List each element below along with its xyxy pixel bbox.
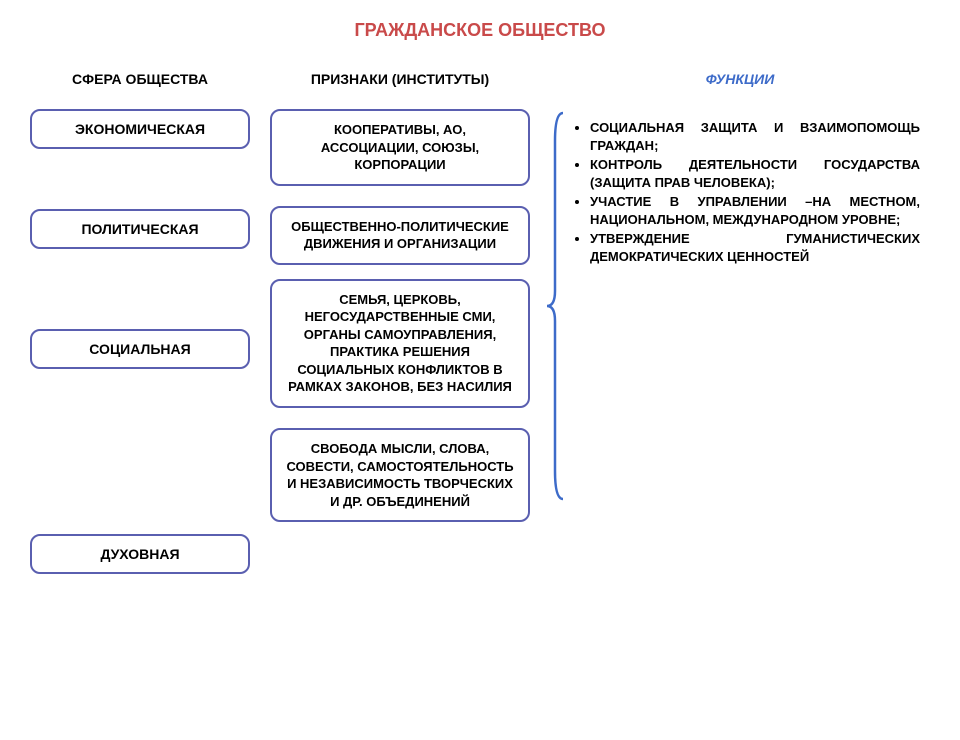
institutes-header: ПРИЗНАКИ (ИНСТИТУТЫ) <box>270 71 530 91</box>
column-spheres: СФЕРА ОБЩЕСТВА ЭКОНОМИЧЕСКАЯ ПОЛИТИЧЕСКА… <box>30 71 250 574</box>
function-item: УТВЕРЖДЕНИЕ ГУМАНИСТИЧЕСКИХ ДЕМОКРАТИЧЕС… <box>590 230 920 265</box>
function-item: УЧАСТИЕ В УПРАВЛЕНИИ –НА МЕСТНОМ, НАЦИОН… <box>590 193 920 228</box>
institute-political: ОБЩЕСТВЕННО-ПОЛИТИЧЕСКИЕ ДВИЖЕНИЯ И ОРГА… <box>270 206 530 265</box>
sphere-economic: ЭКОНОМИЧЕСКАЯ <box>30 109 250 149</box>
sphere-social: СОЦИАЛЬНАЯ <box>30 329 250 369</box>
main-title: ГРАЖДАНСКОЕ ОБЩЕСТВО <box>0 20 960 41</box>
functions-list: СОЦИАЛЬНАЯ ЗАЩИТА И ВЗАИМОПОМОЩЬ ГРАЖДАН… <box>550 119 930 267</box>
column-institutes: ПРИЗНАКИ (ИНСТИТУТЫ) КООПЕРАТИВЫ, АО, АС… <box>270 71 530 574</box>
function-item: КОНТРОЛЬ ДЕЯТЕЛЬНОСТИ ГОСУДАРСТВА (ЗАЩИТ… <box>590 156 920 191</box>
columns-container: СФЕРА ОБЩЕСТВА ЭКОНОМИЧЕСКАЯ ПОЛИТИЧЕСКА… <box>0 71 960 574</box>
function-item: СОЦИАЛЬНАЯ ЗАЩИТА И ВЗАИМОПОМОЩЬ ГРАЖДАН… <box>590 119 920 154</box>
column-functions: ФУНКЦИИ СОЦИАЛЬНАЯ ЗАЩИТА И ВЗАИМОПОМОЩЬ… <box>550 71 930 574</box>
functions-header: ФУНКЦИИ <box>550 71 930 91</box>
bracket-icon <box>545 111 565 501</box>
institute-social: СЕМЬЯ, ЦЕРКОВЬ, НЕГОСУДАРСТВЕННЫЕ СМИ, О… <box>270 279 530 408</box>
sphere-political: ПОЛИТИЧЕСКАЯ <box>30 209 250 249</box>
sphere-spiritual: ДУХОВНАЯ <box>30 534 250 574</box>
institute-economic: КООПЕРАТИВЫ, АО, АССОЦИАЦИИ, СОЮЗЫ, КОРП… <box>270 109 530 186</box>
institute-spiritual: СВОБОДА МЫСЛИ, СЛОВА, СОВЕСТИ, САМОСТОЯТ… <box>270 428 530 522</box>
spheres-header: СФЕРА ОБЩЕСТВА <box>30 71 250 91</box>
